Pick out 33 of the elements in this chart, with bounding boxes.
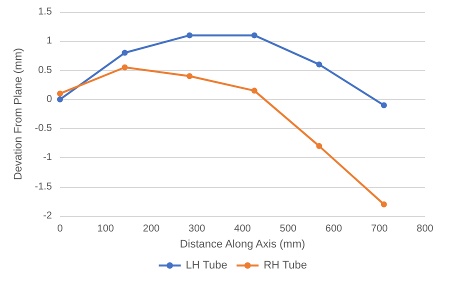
legend-label: RH Tube xyxy=(264,260,308,272)
x-tick-label: 300 xyxy=(188,224,206,234)
y-tick-label: 1.5 xyxy=(38,6,52,18)
x-axis-title: Distance Along Axis (mm) xyxy=(180,238,306,250)
point xyxy=(251,88,258,94)
point xyxy=(122,64,128,70)
point xyxy=(316,143,322,150)
point xyxy=(57,96,63,102)
y-tick-label: 0.5 xyxy=(38,64,52,76)
y-tick-label: -0.5 xyxy=(34,123,52,134)
x-tick-label: 400 xyxy=(234,224,252,234)
point xyxy=(186,73,193,80)
point xyxy=(316,61,322,68)
y-axis-title: Devation From Plane (mm) xyxy=(12,48,24,180)
legend-label: LH Tube xyxy=(186,260,228,272)
point xyxy=(251,32,258,38)
x-tick-label: 800 xyxy=(416,224,434,234)
x-tick-label: 200 xyxy=(142,224,160,234)
point xyxy=(380,201,387,208)
point xyxy=(186,32,193,38)
x-tick-label: 0 xyxy=(57,224,64,234)
point xyxy=(380,102,387,108)
x-tick-label: 600 xyxy=(325,224,343,234)
x-tick-label: 100 xyxy=(97,224,114,234)
point xyxy=(122,50,128,56)
y-tick-label: 1 xyxy=(46,36,52,47)
y-tick-label: -1 xyxy=(43,152,52,164)
y-tick-label: -1.5 xyxy=(34,181,52,192)
x-tick-label: 700 xyxy=(371,224,388,234)
y-tick-label: 0 xyxy=(46,94,52,105)
x-tick-label: 500 xyxy=(280,224,297,234)
point xyxy=(57,90,63,97)
y-tick-label: -2 xyxy=(43,210,52,222)
